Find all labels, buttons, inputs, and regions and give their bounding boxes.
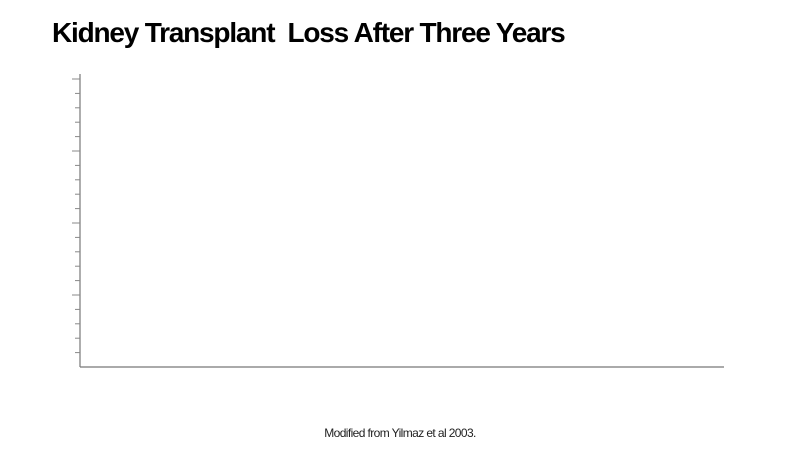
source-note: Modified from Yilmaz et al 2003. xyxy=(324,426,476,440)
chart-title: Kidney Transplant Loss After Three Years xyxy=(52,17,565,48)
axes xyxy=(72,74,724,368)
